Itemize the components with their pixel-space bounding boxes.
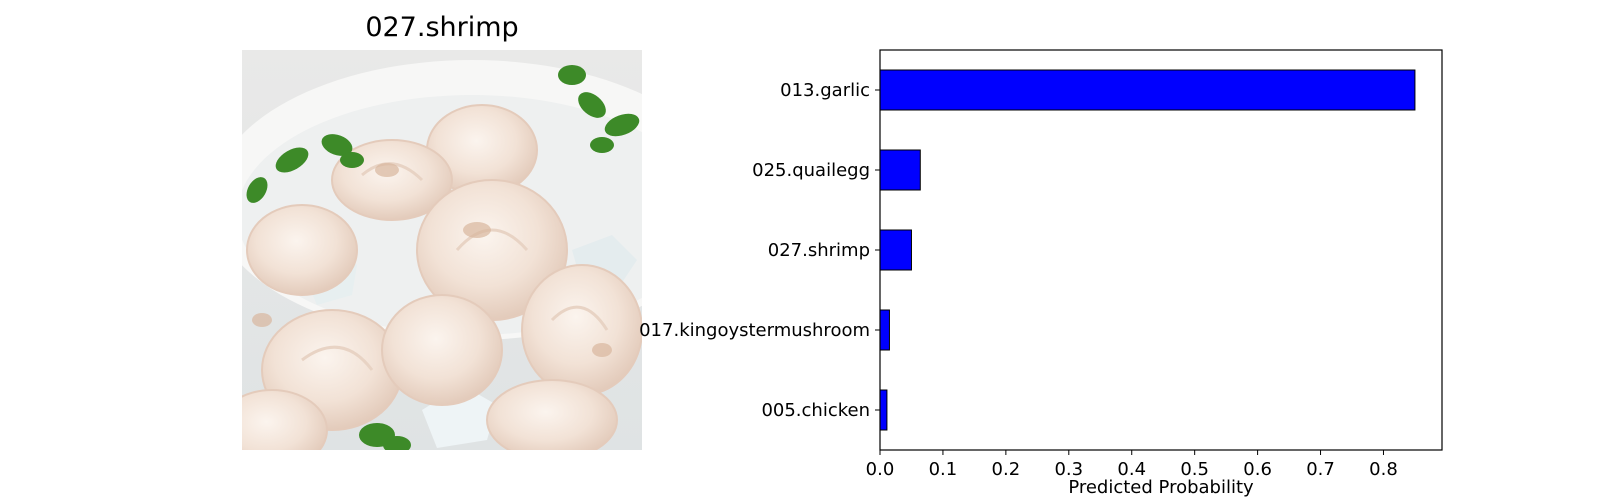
x-tick-label: 0.1 [929, 459, 958, 480]
y-tick-label: 013.garlic [780, 80, 870, 101]
x-axis-title: Predicted Probability [1068, 477, 1254, 498]
x-tick-label: 0.4 [1117, 459, 1146, 480]
x-tick-label: 0.3 [1054, 459, 1083, 480]
x-tick-label: 0.6 [1243, 459, 1272, 480]
x-tick-label: 0.2 [992, 459, 1021, 480]
x-tick-label: 0.8 [1369, 459, 1398, 480]
y-axis: 013.garlic 025.quailegg 027.shrimp 017.king… [639, 80, 880, 421]
x-tick-label: 0.5 [1180, 459, 1209, 480]
bars-layer [879, 69, 1416, 431]
image-title: 027.shrimp [365, 12, 519, 43]
x-tick-label: 0.0 [866, 459, 895, 480]
x-axis: 0.0 0.1 0.2 0.3 0.4 0.5 0.6 0.7 0.8 [866, 450, 1398, 480]
shrimp-photo [242, 50, 642, 450]
bar-005-chicken [879, 389, 888, 431]
y-tick-label: 025.quailegg [752, 160, 870, 181]
bar-017-kingoystermushroom [879, 309, 890, 351]
bar-027-shrimp [879, 229, 912, 271]
bar-025-quailegg [879, 149, 921, 191]
x-tick-label: 0.7 [1306, 459, 1335, 480]
y-tick-label: 005.chicken [761, 400, 870, 421]
bar-013-garlic [879, 69, 1416, 111]
y-tick-label: 017.kingoystermushroom [639, 320, 870, 341]
shrimp-photo-graphic [242, 50, 642, 450]
y-tick-label: 027.shrimp [768, 240, 870, 261]
